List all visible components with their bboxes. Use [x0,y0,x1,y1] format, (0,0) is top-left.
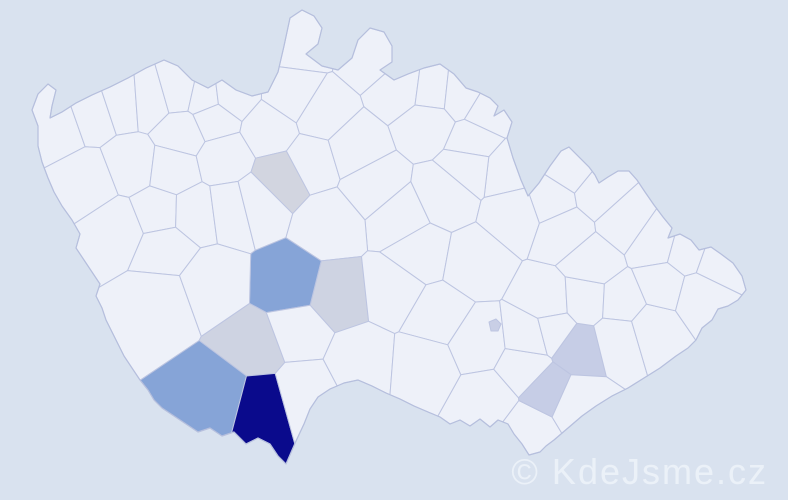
watermark: © KdeJsme.cz [511,450,768,492]
district-cell-enclave[interactable] [488,318,502,332]
district-cell[interactable] [327,106,397,181]
district-cell[interactable] [278,9,334,74]
district-cell[interactable] [537,312,578,359]
district-cell[interactable] [179,243,252,337]
district-cell[interactable] [414,63,449,110]
country-border [31,9,747,465]
